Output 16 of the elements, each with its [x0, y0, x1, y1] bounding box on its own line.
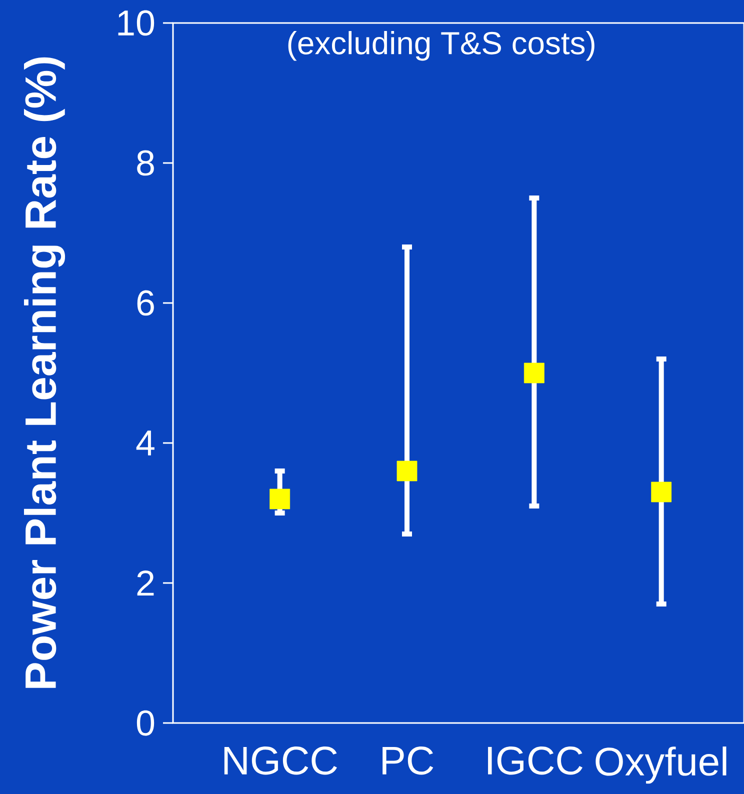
- x-tick-label: NGCC: [224, 746, 337, 775]
- point: [524, 362, 544, 384]
- y-tick-label: 10: [118, 10, 154, 36]
- point: [651, 482, 672, 502]
- y-tick-label: 2: [137, 570, 154, 596]
- x-tick-label: IGCC: [488, 746, 582, 775]
- y-tick-label: 4: [136, 430, 154, 456]
- point: [270, 488, 290, 510]
- point: [396, 460, 418, 482]
- x-tick-label: Oxyfuel: [596, 746, 726, 784]
- y-tick-label: 0: [136, 710, 154, 736]
- chart-title: (excluding T&S costs): [288, 31, 594, 61]
- y-tick-label: 8: [137, 150, 154, 176]
- x-tick-label: PC: [382, 746, 434, 775]
- y-tick-label: 6: [137, 290, 154, 316]
- y-axis-title: Power Plant Learning Rate (%): [24, 57, 66, 688]
